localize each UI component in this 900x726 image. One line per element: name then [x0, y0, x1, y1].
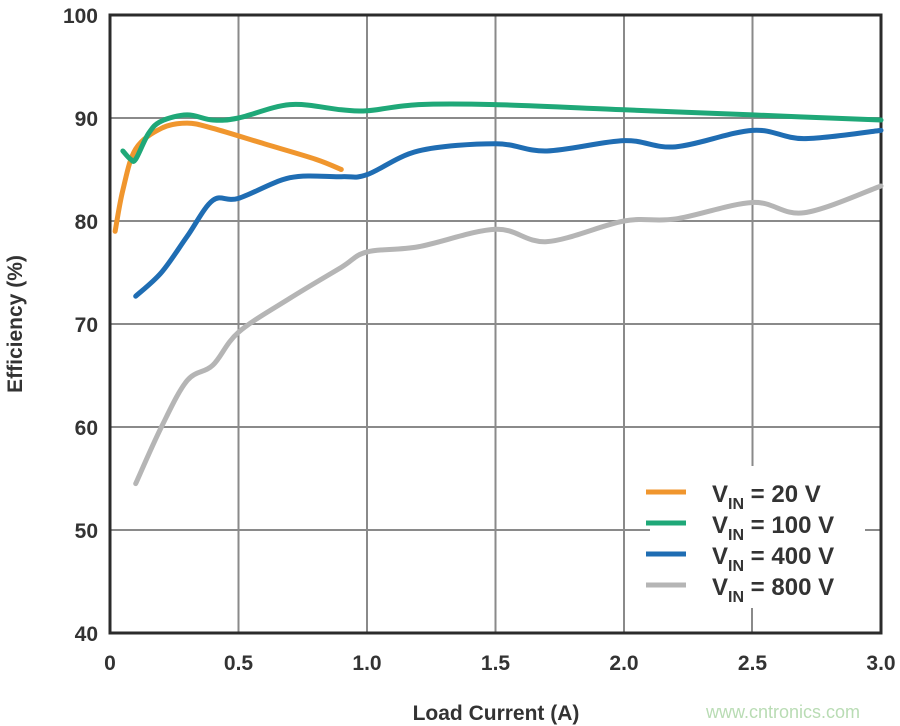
- x-tick-label: 3.0: [866, 652, 895, 675]
- x-tick-label: 1.5: [481, 652, 511, 675]
- y-tick-label: 60: [75, 417, 98, 440]
- x-tick-label: 1.0: [352, 652, 381, 675]
- x-tick-label: 2.0: [609, 652, 638, 675]
- legend-label: VIN = 400 V: [712, 543, 834, 575]
- y-tick-label: 70: [75, 314, 98, 337]
- y-axis-label: Efficiency (%): [4, 255, 27, 393]
- y-tick-label: 50: [75, 520, 98, 543]
- y-tick-label: 80: [75, 211, 98, 234]
- series-line-1: [120, 101, 884, 164]
- plot-frame: [108, 13, 883, 635]
- series-line-2: [133, 127, 884, 299]
- series-line-0: [112, 120, 344, 234]
- legend-label: VIN = 800 V: [712, 574, 834, 606]
- y-tick-label: 100: [63, 5, 98, 28]
- x-tick-label: 2.5: [738, 652, 768, 675]
- y-tick-label: 90: [75, 108, 98, 131]
- series-line-3: [133, 183, 884, 487]
- legend-label: VIN = 100 V: [712, 512, 834, 544]
- x-axis-label: Load Current (A): [413, 702, 580, 725]
- y-tick-label: 40: [75, 623, 98, 646]
- x-tick-label: 0.5: [224, 652, 254, 675]
- x-tick-label: 0: [104, 652, 116, 675]
- legend-label: VIN = 20 V: [712, 481, 821, 513]
